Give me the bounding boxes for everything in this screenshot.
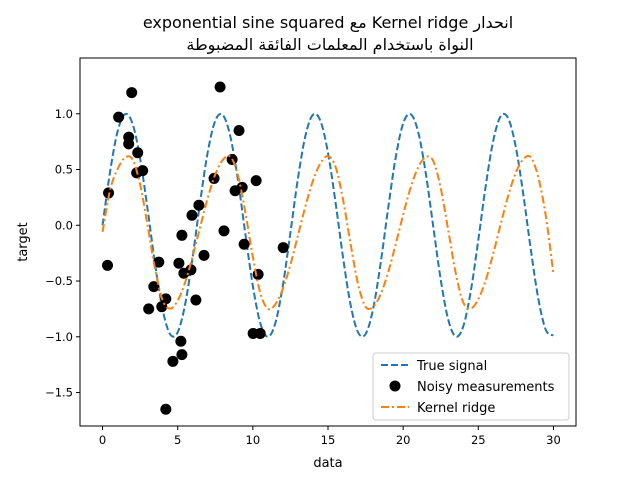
legend-kernel-ridge-label: Kernel ridge bbox=[417, 401, 495, 416]
noisy-measurement-point bbox=[198, 249, 210, 261]
noisy-measurement-point bbox=[250, 175, 262, 187]
y-tick-label: 0.5 bbox=[55, 163, 73, 177]
noisy-measurement-point bbox=[167, 355, 179, 367]
legend-true-signal-label: True signal bbox=[416, 359, 487, 374]
legend-noisy-swatch bbox=[389, 380, 401, 392]
noisy-measurement-point bbox=[236, 181, 248, 193]
noisy-measurement-point bbox=[148, 281, 160, 293]
noisy-measurement-point bbox=[132, 147, 144, 159]
noisy-measurement-point bbox=[254, 327, 266, 339]
noisy-measurement-point bbox=[160, 293, 172, 305]
chart-title-line-1: انحدار Kernel ridge مع exponential sine … bbox=[143, 13, 513, 33]
noisy-measurement-point bbox=[160, 403, 172, 415]
noisy-measurement-point bbox=[214, 81, 226, 93]
noisy-measurement-point bbox=[277, 242, 289, 254]
x-tick-label: 25 bbox=[471, 433, 486, 447]
noisy-measurement-point bbox=[238, 238, 250, 250]
x-tick-label: 0 bbox=[99, 433, 106, 447]
true-signal-line bbox=[101, 112, 555, 338]
noisy-measurement-point bbox=[193, 199, 205, 211]
x-tick-label: 10 bbox=[246, 433, 261, 447]
y-tick-label: 0.0 bbox=[55, 218, 73, 232]
x-tick-label: 5 bbox=[174, 433, 181, 447]
kernel-ridge-line bbox=[101, 154, 555, 311]
y-axis-label: target bbox=[16, 222, 31, 262]
noisy-measurement-point bbox=[190, 294, 202, 306]
noisy-measurement-point bbox=[218, 225, 230, 237]
noisy-measurement-point bbox=[176, 229, 188, 241]
noisy-measurement-point bbox=[137, 165, 149, 177]
noisy-measurement-point bbox=[126, 87, 138, 99]
noisy-measurement-point bbox=[173, 257, 185, 269]
noisy-measurement-point bbox=[186, 209, 198, 221]
noisy-measurement-point bbox=[123, 138, 135, 150]
noisy-measurement-point bbox=[113, 111, 125, 123]
chart-title-line-2: النواة باستخدام المعلمات الفائقة المضبوط… bbox=[186, 35, 473, 55]
noisy-measurement-point bbox=[175, 335, 187, 347]
noisy-measurement-point bbox=[153, 256, 165, 268]
noisy-measurement-point bbox=[185, 264, 197, 276]
noisy-measurement-point bbox=[233, 124, 245, 136]
x-tick-label: 20 bbox=[396, 433, 411, 447]
noisy-measurement-point bbox=[102, 259, 114, 271]
noisy-measurement-point bbox=[252, 268, 264, 280]
x-tick-label: 15 bbox=[321, 433, 336, 447]
x-tick-label: 30 bbox=[546, 433, 561, 447]
y-tick-label: −1.5 bbox=[45, 386, 73, 400]
legend-noisy-label: Noisy measurements bbox=[417, 380, 555, 395]
legend-box bbox=[372, 352, 570, 421]
noisy-measurement-point bbox=[208, 172, 220, 184]
legend: True signal Noisy measurements Kernel ri… bbox=[372, 352, 570, 421]
noisy-measurement-point bbox=[143, 303, 155, 315]
x-axis-label: data bbox=[313, 456, 342, 471]
y-tick-label: −0.5 bbox=[45, 274, 73, 288]
y-tick-label: −1.0 bbox=[45, 330, 73, 344]
y-tick-label: 1.0 bbox=[55, 107, 73, 121]
noisy-measurement-point bbox=[176, 349, 188, 361]
